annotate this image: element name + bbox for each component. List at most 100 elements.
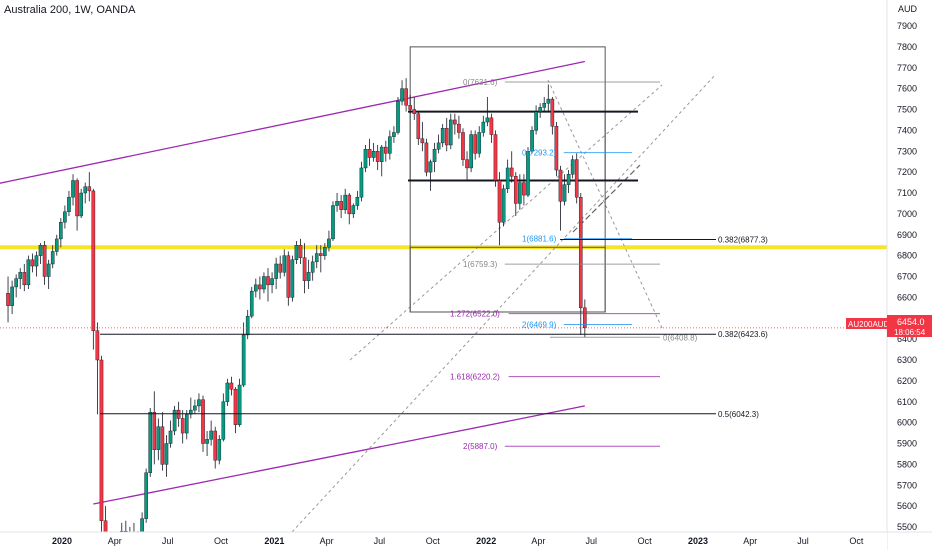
candles-layer [6, 78, 587, 533]
candle-body [282, 255, 287, 273]
price-axis-panel[interactable] [887, 0, 932, 532]
candle-body [448, 119, 453, 146]
candle-body [10, 286, 14, 306]
candle-body [530, 130, 534, 152]
x-tick-label: Oct [214, 536, 229, 546]
candle-body [91, 190, 96, 331]
fib-level-label: 0(7631.6) [463, 78, 498, 87]
candle-body [152, 411, 157, 450]
candle-body [314, 253, 319, 263]
candle-body [172, 409, 177, 432]
y-tick-label: 7400 [897, 125, 917, 135]
candle-body [416, 113, 421, 139]
candle-body [217, 439, 222, 461]
candle-body [245, 315, 250, 336]
candle-body [546, 98, 551, 104]
y-tick-label: 6600 [897, 292, 917, 302]
y-tick-label: 7100 [897, 188, 917, 198]
annotations-layer: 0(7631.6) 0(7293.2) 1(6881.6) 1(6759.3) 1.27… [0, 78, 887, 451]
candle-body [34, 255, 39, 267]
candle-body [477, 132, 482, 154]
candle-body [310, 261, 315, 273]
candle-body [95, 330, 100, 361]
candle-body [22, 272, 27, 286]
candle-body [371, 151, 376, 158]
candle-body [359, 167, 364, 198]
candle-body [554, 125, 559, 171]
candle-body [46, 263, 51, 277]
candle-body [465, 159, 469, 169]
ticker-badge [846, 318, 887, 329]
candle-body [79, 192, 83, 217]
y-tick-label: 7700 [897, 63, 917, 73]
candle-body [526, 151, 530, 196]
fib-level-label: 2(5887.0) [463, 442, 498, 451]
candle-body [209, 430, 213, 440]
candle-body [140, 518, 144, 533]
candle-body [404, 88, 408, 106]
candle-body [67, 196, 71, 212]
y-tick-label: 7900 [897, 21, 917, 31]
candle-body [388, 136, 392, 154]
candle-body [180, 418, 185, 434]
y-tick-label: 6000 [897, 418, 917, 428]
candle-body [408, 105, 412, 110]
y-tick-label: 6800 [897, 251, 917, 261]
candle-body [343, 194, 347, 210]
candle-body [38, 244, 43, 256]
candle-body [168, 430, 173, 444]
candle-body [578, 196, 583, 309]
candle-body [428, 161, 433, 173]
last-price-text: 6454.0 [897, 317, 925, 327]
candle-body [534, 111, 538, 131]
range-box [409, 246, 606, 313]
y-tick-label: 7600 [897, 84, 917, 94]
candle-body [436, 142, 441, 150]
candle-body [574, 159, 579, 198]
candle-body [184, 414, 189, 434]
candle-body [237, 384, 242, 425]
candle-body [351, 205, 356, 215]
candle-body [513, 176, 518, 204]
fib-level-label: 1.272(6522.0) [450, 310, 500, 319]
candle-body [396, 100, 400, 133]
time-axis-panel[interactable] [0, 532, 887, 550]
candle-body [331, 205, 335, 240]
y-tick-label: 5600 [897, 501, 917, 511]
candle-body [71, 180, 75, 198]
candle-body [550, 98, 555, 127]
candle-body [249, 290, 254, 317]
candle-body [18, 272, 23, 279]
y-tick-label: 7300 [897, 146, 917, 156]
x-tick-label: 2023 [688, 536, 708, 546]
candle-body [164, 443, 169, 465]
fib-level-label: 1(6759.3) [463, 260, 498, 269]
candle-body [379, 146, 384, 162]
currency-label: AUD [898, 4, 918, 14]
candle-body [266, 276, 270, 286]
y-tick-label: 5500 [897, 522, 917, 532]
level-label: 0.5(6042.3) [718, 410, 759, 419]
x-tick-label: Oct [849, 536, 864, 546]
candle-body [481, 121, 486, 133]
candle-body [26, 259, 31, 286]
y-tick-label: 6300 [897, 355, 917, 365]
x-tick-label: 2021 [264, 536, 284, 546]
candle-body [485, 117, 490, 123]
drawings-layer [0, 46, 887, 533]
candle-body [193, 405, 197, 411]
candle-body [509, 167, 514, 177]
y-tick-label: 5700 [897, 480, 917, 490]
candle-body [347, 194, 352, 215]
candle-body [254, 284, 258, 292]
y-tick-label: 7000 [897, 209, 917, 219]
x-tick-label: Apr [320, 536, 334, 546]
x-tick-label: Oct [426, 536, 441, 546]
candle-body [306, 272, 311, 281]
candle-body [14, 278, 18, 288]
fib-level-label: 1(6881.6) [522, 235, 557, 244]
y-tick-label: 5800 [897, 459, 917, 469]
candle-body [270, 278, 274, 286]
candle-body [542, 103, 547, 108]
